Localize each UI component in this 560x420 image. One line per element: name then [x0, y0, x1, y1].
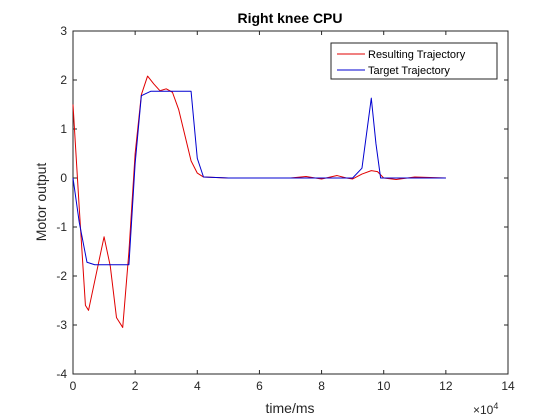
x-axis-ticks: 0 2 4 6 8 10 12 14	[70, 31, 515, 393]
chart-title: Right knee CPU	[237, 10, 342, 26]
y-tick-label: 2	[60, 73, 67, 87]
x-tick-label: 10	[377, 379, 391, 393]
y-tick-label: -1	[56, 220, 67, 234]
x-tick-label: 14	[501, 379, 515, 393]
legend-entry-resulting: Resulting Trajectory	[368, 49, 466, 61]
y-tick-label: 3	[60, 24, 67, 38]
x-tick-label: 2	[132, 379, 139, 393]
y-tick-label: 1	[60, 122, 67, 136]
y-axis-ticks: -4 -3 -2 -1 0 1 2 3	[56, 24, 508, 381]
y-axis-label: Motor output	[33, 163, 49, 242]
x-tick-label: 8	[318, 379, 325, 393]
x-tick-label: 0	[70, 379, 77, 393]
legend-entry-target: Target Trajectory	[368, 65, 450, 77]
x-axis-exponent: ×104	[473, 401, 498, 417]
axes-box	[72, 30, 509, 375]
x-axis-exponent-base: ×10	[473, 403, 494, 417]
x-tick-label: 6	[256, 379, 263, 393]
x-axis-exponent-power: 4	[493, 401, 498, 411]
legend: Resulting Trajectory Target Trajectory	[330, 42, 498, 80]
y-tick-label: -4	[56, 367, 67, 381]
x-tick-label: 12	[439, 379, 453, 393]
y-tick-label: -3	[56, 318, 67, 332]
y-tick-label: 0	[60, 171, 67, 185]
series-line-resulting	[72, 75, 446, 328]
series-line-target	[72, 90, 446, 266]
legend-box	[330, 42, 498, 80]
x-tick-label: 4	[194, 379, 201, 393]
series-lines	[72, 75, 446, 328]
y-tick-label: -2	[56, 269, 67, 283]
x-axis-label: time/ms	[266, 400, 315, 416]
